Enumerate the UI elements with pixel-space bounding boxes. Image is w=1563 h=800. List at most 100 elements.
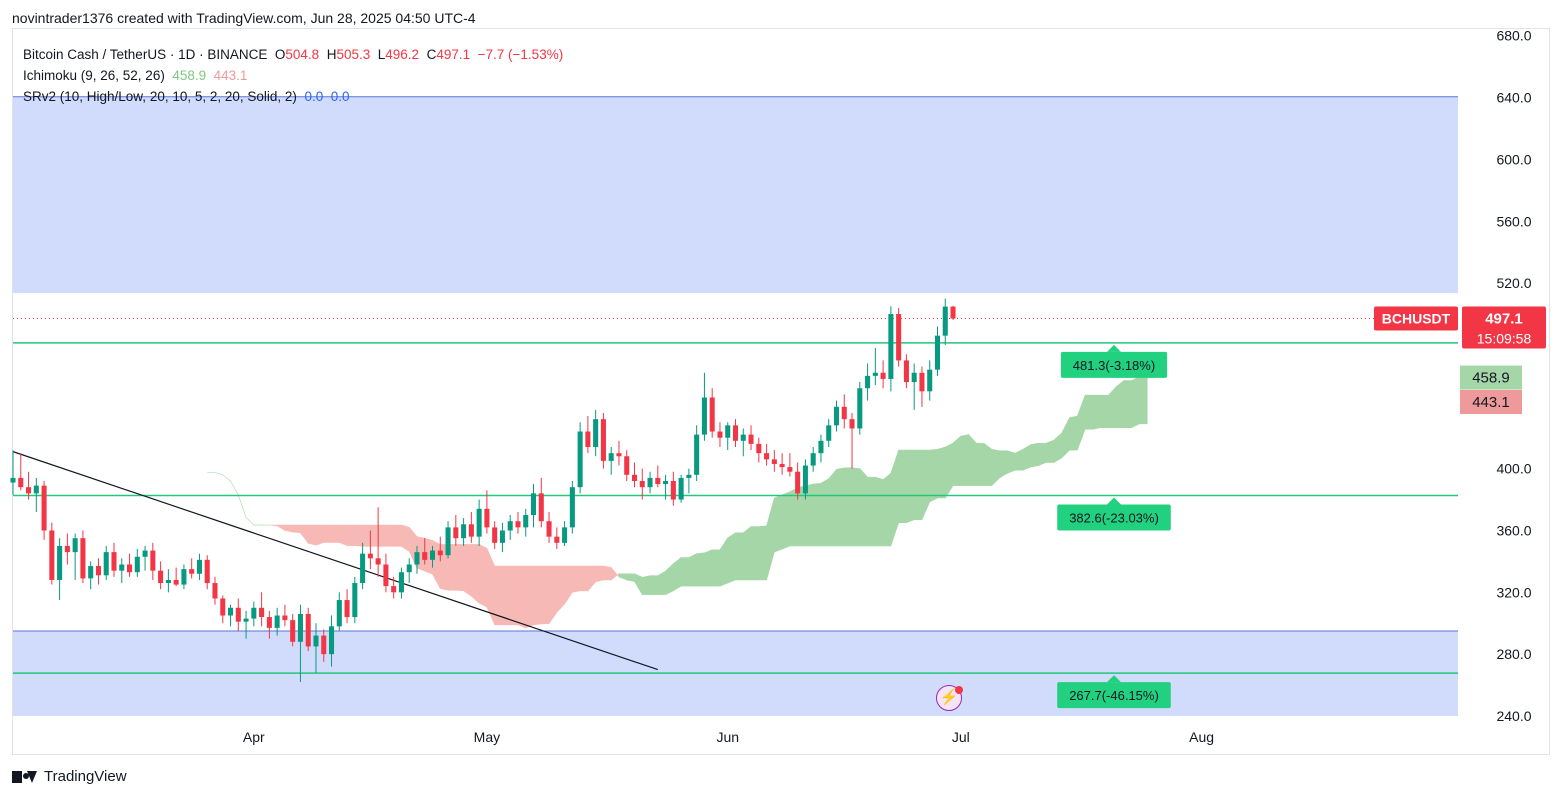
candle-body bbox=[663, 480, 669, 485]
ichimoku-cloud-segment bbox=[1014, 448, 1024, 471]
ichimoku-cloud-segment bbox=[649, 575, 659, 595]
candle-body bbox=[103, 552, 109, 576]
ichimoku-cloud-segment bbox=[222, 474, 231, 482]
candle-body bbox=[429, 550, 436, 560]
ichimoku-cloud-segment bbox=[960, 434, 969, 486]
price-axis-tick: 600.0 bbox=[1496, 151, 1531, 167]
ichimoku-cloud-segment bbox=[1030, 442, 1039, 468]
candle-body bbox=[779, 463, 785, 468]
ichimoku-cloud-segment bbox=[1077, 395, 1086, 451]
ichimoku-b-tag: 443.1 bbox=[1472, 394, 1510, 411]
candle-body bbox=[950, 306, 956, 319]
ichimoku-cloud-segment bbox=[641, 575, 651, 595]
ichimoku-cloud-segment bbox=[471, 544, 480, 604]
legend-srv2-row: SRv2 (10, High/Low, 20, 10, 5, 2, 20, So… bbox=[23, 86, 563, 107]
candle-body bbox=[95, 566, 101, 576]
symbol-name[interactable]: Bitcoin Cash / TetherUS · 1D · BINANCE bbox=[23, 47, 268, 62]
trendline bbox=[12, 451, 659, 671]
candle-body bbox=[748, 434, 754, 444]
candle-body bbox=[880, 372, 886, 379]
ichimoku-cloud-segment bbox=[797, 485, 806, 547]
ichimoku-cloud-segment bbox=[385, 524, 394, 547]
candle-body bbox=[41, 485, 47, 531]
time-axis-tick: Aug bbox=[1189, 729, 1214, 745]
countdown-tag: 15:09:58 bbox=[1477, 331, 1532, 347]
ichimoku-cloud-segment bbox=[595, 565, 604, 583]
ichimoku-cloud-segment bbox=[1084, 394, 1094, 430]
time-axis-tick: Jun bbox=[716, 729, 739, 745]
candle-body bbox=[554, 536, 560, 543]
candle-body bbox=[212, 583, 218, 599]
ichimoku-cloud-segment bbox=[999, 450, 1008, 479]
ichimoku-cloud-segment bbox=[307, 524, 317, 546]
ichimoku-cloud-segment bbox=[1131, 376, 1140, 429]
chart-legend: Bitcoin Cash / TetherUS · 1D · BINANCE O… bbox=[23, 44, 563, 107]
candle-body bbox=[934, 335, 941, 370]
ichimoku-cloud-segment bbox=[432, 540, 441, 589]
tradingview-footer[interactable]: TradingView bbox=[12, 768, 127, 785]
candle-body bbox=[18, 477, 24, 488]
ichimoku-cloud-segment bbox=[587, 565, 596, 592]
ichimoku-cloud-segment bbox=[680, 557, 690, 587]
sr-level-label-box bbox=[1060, 351, 1168, 378]
ohlc-close: 497.1 bbox=[436, 47, 471, 62]
candle-body bbox=[725, 425, 731, 438]
ichimoku-cloud-segment bbox=[758, 525, 767, 581]
candle-body bbox=[80, 538, 86, 579]
ichimoku-cloud-segment bbox=[463, 544, 472, 597]
candle-body bbox=[530, 493, 537, 516]
sr-level-label: 382.6(-23.03%) bbox=[1069, 511, 1159, 526]
candle-body bbox=[111, 552, 117, 571]
candle-body bbox=[476, 508, 482, 537]
ichimoku-cloud-segment bbox=[393, 524, 402, 547]
ichimoku-cloud-segment bbox=[952, 435, 962, 486]
last-price-tag-box bbox=[1462, 306, 1546, 349]
ichimoku-cloud-segment bbox=[696, 552, 705, 587]
ichimoku-a-tag: 458.9 bbox=[1472, 370, 1510, 387]
ichimoku-cloud-segment bbox=[517, 565, 527, 629]
ichimoku-cloud-segment bbox=[727, 532, 736, 584]
candle-body bbox=[204, 559, 210, 584]
flash-annotation-icon[interactable]: ⚡ bbox=[936, 685, 962, 711]
tradingview-logo-icon bbox=[12, 769, 38, 785]
srv2-name[interactable]: SRv2 (10, High/Low, 20, 10, 5, 2, 20, So… bbox=[23, 89, 297, 104]
ichimoku-cloud-segment bbox=[238, 494, 247, 518]
ichimoku-cloud-segment bbox=[1115, 379, 1125, 428]
ichimoku-cloud-segment bbox=[618, 573, 628, 581]
ichimoku-cloud-segment bbox=[370, 524, 379, 547]
ichimoku-cloud-segment bbox=[548, 565, 558, 625]
candle-body bbox=[352, 583, 358, 618]
time-axis: Apr May Jun Jul Aug bbox=[243, 729, 1214, 745]
ichimoku-cloud-segment bbox=[245, 517, 255, 526]
ichimoku-cloud-segment bbox=[401, 524, 410, 552]
candle-body bbox=[158, 570, 164, 584]
candle-body bbox=[422, 552, 428, 560]
candle-body bbox=[857, 388, 863, 429]
ichimoku-name[interactable]: Ichimoku (9, 26, 52, 26) bbox=[23, 68, 165, 83]
chart-header-credit: novintrader1376 created with TradingView… bbox=[12, 10, 476, 26]
ichimoku-cloud-segment bbox=[540, 565, 550, 625]
ichimoku-cloud-segment bbox=[812, 482, 822, 547]
candle-body bbox=[818, 440, 824, 454]
candle-body bbox=[414, 552, 420, 565]
ichimoku-cloud-segment bbox=[898, 449, 907, 524]
ichimoku-a-tag-box bbox=[1460, 365, 1522, 390]
candle-body bbox=[802, 465, 808, 494]
ichimoku-cloud-segment bbox=[634, 573, 643, 596]
candle-body bbox=[189, 569, 195, 574]
ichimoku-cloud-segment bbox=[867, 476, 876, 547]
candle-body bbox=[468, 524, 474, 537]
candle-body bbox=[717, 431, 723, 438]
chart-frame bbox=[12, 28, 1550, 755]
candle-body bbox=[888, 314, 894, 379]
candle-body bbox=[134, 556, 140, 573]
ichimoku-b-tag-box bbox=[1460, 389, 1522, 414]
sr-level-label-box bbox=[1057, 504, 1171, 531]
ichimoku-cloud-segment bbox=[509, 565, 519, 626]
ichimoku-cloud-segment bbox=[1123, 380, 1133, 428]
ichimoku-cloud-segment bbox=[921, 449, 931, 520]
candle-body bbox=[670, 480, 676, 500]
candle-body bbox=[72, 538, 78, 553]
ichimoku-cloud-segment bbox=[354, 524, 363, 547]
